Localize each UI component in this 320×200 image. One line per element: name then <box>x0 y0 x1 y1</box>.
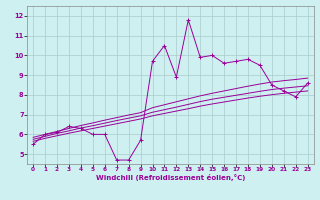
X-axis label: Windchill (Refroidissement éolien,°C): Windchill (Refroidissement éolien,°C) <box>96 174 245 181</box>
